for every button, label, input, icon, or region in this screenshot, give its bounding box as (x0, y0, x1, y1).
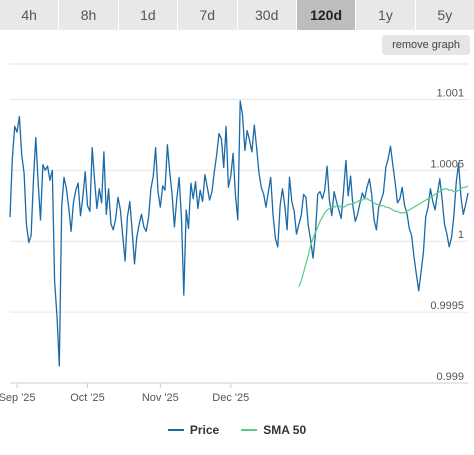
y-tick-label-0: 0.999 (436, 371, 464, 383)
legend-swatch-sma (241, 429, 258, 431)
tab-7d[interactable]: 7d (178, 0, 238, 30)
tab-8h[interactable]: 8h (59, 0, 119, 30)
legend-item-price[interactable]: Price (167, 423, 220, 437)
x-tick-label-1: Oct '25 (70, 392, 105, 404)
y-tick-label-4: 1.001 (436, 87, 464, 99)
x-tick-label-2: Nov '25 (142, 392, 179, 404)
y-tick-label-2: 1 (458, 229, 464, 241)
x-tick-label-3: Dec '25 (212, 392, 249, 404)
y-tick-label-1: 0.9995 (430, 300, 464, 312)
legend-item-sma[interactable]: SMA 50 (241, 423, 306, 437)
remove-graph-button[interactable]: remove graph (382, 35, 470, 55)
legend-label-sma: SMA 50 (263, 423, 307, 437)
tab-120d[interactable]: 120d (296, 0, 357, 30)
tab-5y[interactable]: 5y (415, 0, 474, 30)
tab-1d[interactable]: 1d (118, 0, 179, 30)
legend-label-price: Price (189, 423, 220, 437)
price-chart: Sep '25 Oct '25 Nov '25 Dec '25 0.999 0.9995 1… (0, 63, 469, 404)
x-tick-label-0: Sep '25 (0, 392, 36, 404)
timeframe-tabs: 4h 8h 1d 7d 30d 120d 1y 5y (0, 0, 474, 30)
tab-4h[interactable]: 4h (0, 0, 60, 30)
series-line-price (9, 100, 469, 367)
tab-1y[interactable]: 1y (356, 0, 416, 30)
legend-swatch-price (167, 429, 184, 431)
series-line-sma-50 (298, 185, 469, 287)
y-tick-label-3: 1.0005 (430, 158, 464, 170)
tab-30d[interactable]: 30d (237, 0, 297, 30)
chart-legend: Price SMA 50 (0, 420, 474, 440)
